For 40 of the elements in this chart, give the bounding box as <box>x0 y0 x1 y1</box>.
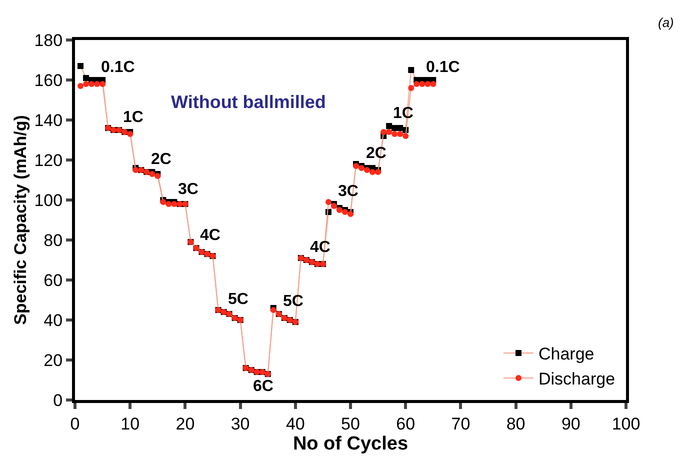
annotation: 6C <box>253 378 274 395</box>
annotation: 2C <box>151 151 172 168</box>
annotation: 5C <box>283 293 304 310</box>
text: (a) <box>658 15 674 30</box>
annotation: 4C <box>200 227 221 244</box>
y-tick-label: 0 <box>53 390 63 410</box>
annotation: 0.1C <box>426 59 460 76</box>
annotation: 0.1C <box>101 59 136 76</box>
x-tick-label: 20 <box>176 414 195 434</box>
x-tick-label: 30 <box>230 414 250 434</box>
x-tick-label: 10 <box>120 414 140 434</box>
y-tick-label: 20 <box>44 350 63 370</box>
x-tick-label: 0 <box>70 414 80 434</box>
y-tick-label: 140 <box>34 110 63 130</box>
y-tick-label: 180 <box>34 30 63 50</box>
y-tick-label: 60 <box>44 270 63 290</box>
annotation: 4C <box>310 239 331 256</box>
y-tick-label: 40 <box>44 310 63 330</box>
y-tick-label: 120 <box>34 150 63 170</box>
x-tick-label: 100 <box>612 414 640 434</box>
x-tick-label: 80 <box>506 414 526 434</box>
y-tick-label: 160 <box>34 70 63 90</box>
y-axis-title: Specific Capacity (mAh/g) <box>10 115 30 325</box>
annotation: 3C <box>178 181 199 198</box>
legend-label: Discharge <box>538 370 616 389</box>
annotation: 3C <box>338 183 359 200</box>
legend-label: Charge <box>538 344 594 364</box>
x-tick-label: 40 <box>286 414 305 434</box>
annotation: 5C <box>228 291 249 308</box>
x-tick-label: 50 <box>341 414 360 434</box>
x-tick-label: 60 <box>396 414 416 434</box>
x-tick-label: 70 <box>451 414 470 434</box>
x-tick-label: 90 <box>561 414 580 434</box>
annotation: 1C <box>393 105 414 122</box>
x-axis-title: No of Cycles <box>292 433 408 454</box>
y-tick-label: 100 <box>34 190 63 210</box>
y-tick-label: 80 <box>44 230 63 250</box>
annotation: 1C <box>123 109 144 126</box>
annotation: Without ballmilled <box>171 92 326 112</box>
annotation: 2C <box>366 145 387 162</box>
